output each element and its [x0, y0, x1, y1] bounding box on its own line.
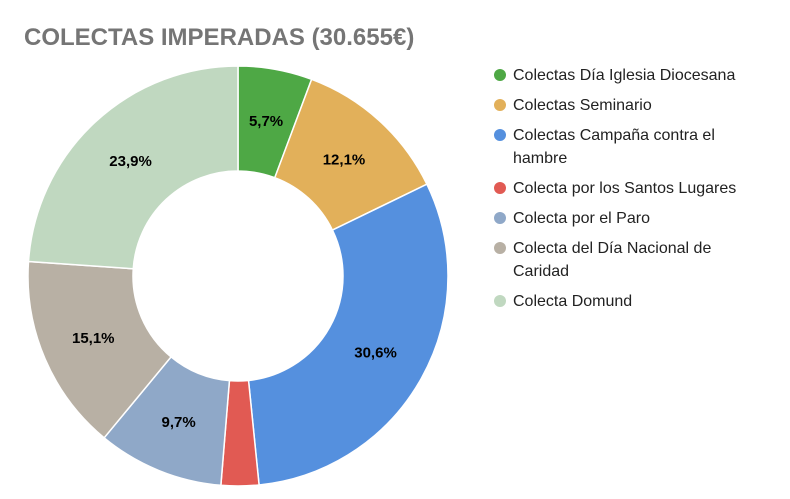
- slice-percentage-label: 5,7%: [249, 113, 283, 130]
- legend-dot-icon: [494, 212, 506, 224]
- legend-label: Colecta Domund: [513, 293, 633, 310]
- legend-dot-icon: [494, 69, 506, 81]
- legend-dot-icon: [494, 182, 506, 194]
- legend-dot-icon: [494, 99, 506, 111]
- slice-percentage-label: 15,1%: [72, 330, 115, 347]
- legend-dot-icon: [494, 129, 506, 141]
- legend-label: Colecta por los Santos Lugares: [513, 180, 737, 197]
- legend: Colectas Día Iglesia Diocesana Colectas …: [494, 64, 784, 320]
- legend-label: Colectas Seminario: [513, 97, 652, 114]
- legend-item-seminario[interactable]: Colectas Seminario: [494, 94, 784, 117]
- legend-item-santos-lugares[interactable]: Colecta por los Santos Lugares: [494, 177, 784, 200]
- legend-dot-icon: [494, 242, 506, 254]
- slice-labels: 5,7% 12,1% 30,6% 9,7% 15,1% 23,9%: [72, 113, 397, 431]
- legend-item-campana-hambre[interactable]: Colectas Campaña contra el hambre: [494, 124, 784, 170]
- donut-slice[interactable]: [27, 65, 239, 270]
- legend-label: Colectas Día Iglesia Diocesana: [513, 67, 736, 84]
- slice-percentage-label: 12,1%: [323, 152, 366, 169]
- legend-label: Colectas Campaña contra el hambre: [513, 127, 715, 167]
- donut-slice[interactable]: [27, 260, 173, 439]
- slice-percentage-label: 9,7%: [162, 414, 196, 431]
- slice-percentage-label: 30,6%: [354, 345, 397, 362]
- donut-chart: 5,7% 12,1% 30,6% 9,7% 15,1% 23,9%: [27, 65, 449, 487]
- donut-slice[interactable]: [247, 183, 449, 486]
- legend-label: Colecta del Día Nacional de Caridad: [513, 240, 712, 280]
- legend-item-domund[interactable]: Colecta Domund: [494, 290, 784, 313]
- legend-dot-icon: [494, 295, 506, 307]
- legend-label: Colecta por el Paro: [513, 210, 650, 227]
- donut-slices: [27, 65, 449, 487]
- legend-item-paro[interactable]: Colecta por el Paro: [494, 207, 784, 230]
- slice-percentage-label: 23,9%: [109, 153, 152, 170]
- legend-item-caridad[interactable]: Colecta del Día Nacional de Caridad: [494, 237, 784, 283]
- chart-title: COLECTAS IMPERADAS (30.655€): [24, 24, 415, 51]
- legend-item-iglesia-diocesana[interactable]: Colectas Día Iglesia Diocesana: [494, 64, 784, 87]
